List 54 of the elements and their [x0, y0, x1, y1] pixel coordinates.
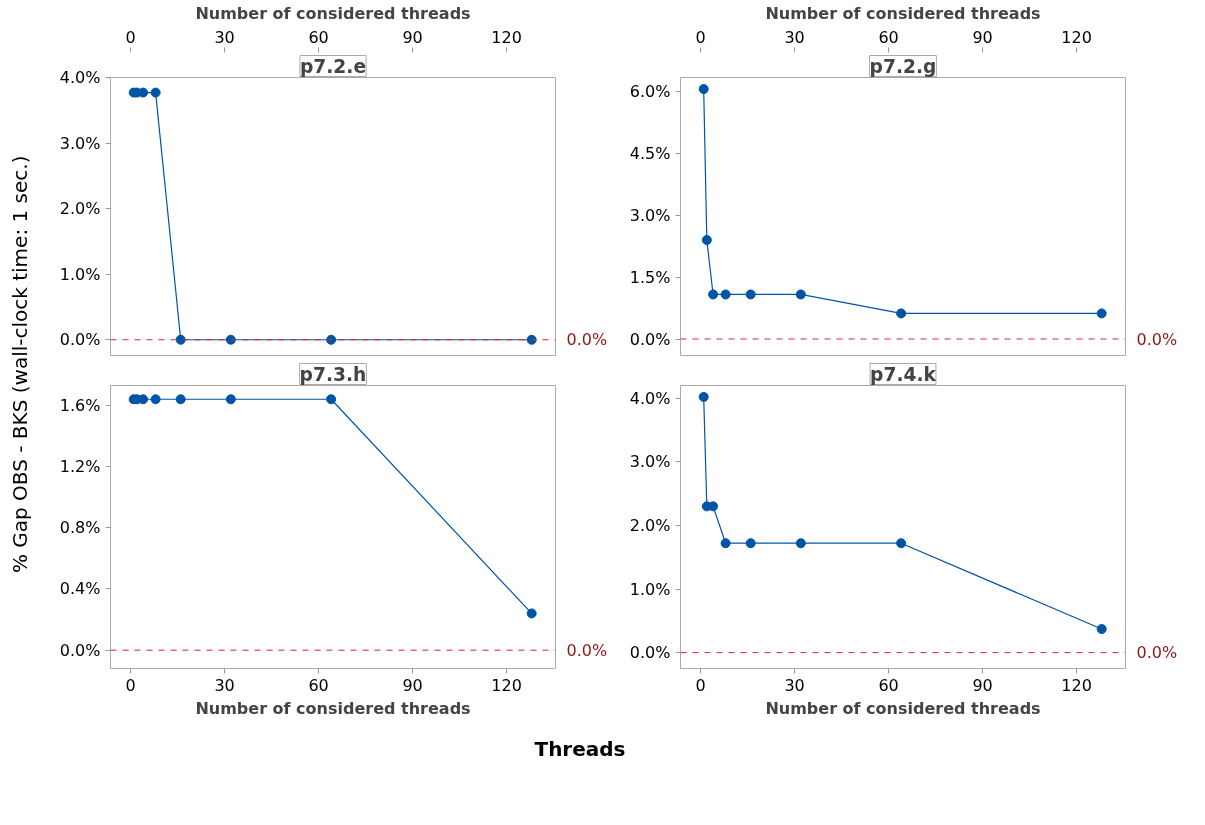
x-tick-label: 90: [972, 27, 993, 47]
x-axis-title: Number of considered threads: [765, 698, 1041, 718]
y-tick-label: 3.0%: [629, 205, 671, 225]
y-tick-label: 0.0%: [629, 329, 671, 349]
x-tick-label: 30: [214, 675, 235, 695]
ref-line-label: 0.0%: [566, 640, 608, 660]
y-tick-label: 6.0%: [629, 82, 671, 102]
ref-line-label: 0.0%: [1136, 643, 1178, 663]
x-tick-label: 0: [125, 675, 136, 695]
x-tick-label: 120: [491, 675, 522, 695]
y-tick-label: 4.5%: [629, 143, 671, 163]
y-tick-label: 1.0%: [59, 264, 101, 284]
y-tick-label: 1.5%: [629, 267, 671, 287]
x-tick-label: 120: [491, 27, 522, 47]
y-tick-label: 0.0%: [59, 330, 101, 350]
y-tick-label: 0.8%: [59, 518, 101, 538]
x-axis-title: Number of considered threads: [195, 698, 471, 718]
y-tick-label: 1.2%: [59, 457, 101, 477]
x-tick-label: 0: [695, 675, 706, 695]
x-axis-title: Number of considered threads: [765, 3, 1041, 23]
y-tick-label: 3.0%: [629, 452, 671, 472]
x-tick-label: 60: [308, 675, 329, 695]
y-tick-label: 2.0%: [59, 199, 101, 219]
y-tick-label: 4.0%: [629, 388, 671, 408]
text: Threads: [533, 736, 627, 763]
x-tick-label: 30: [214, 27, 235, 47]
chart-title: p7.2.g: [869, 55, 937, 77]
x-tick-label: 90: [402, 675, 423, 695]
x-tick-label: 60: [308, 27, 329, 47]
y-tick-label: 4.0%: [59, 68, 101, 87]
x-tick-label: 120: [1061, 675, 1092, 695]
y-tick-label: 0.0%: [59, 640, 101, 660]
y-tick-label: 3.0%: [59, 133, 101, 153]
x-tick-label: 90: [402, 27, 423, 47]
y-tick-label: 0.4%: [59, 579, 101, 599]
chart-title: p7.2.e: [299, 55, 367, 77]
y-tick-label: 2.0%: [629, 515, 671, 535]
chart-title: p7.3.h: [299, 363, 367, 385]
x-tick-label: 0: [125, 27, 136, 47]
y-tick-label: 1.6%: [59, 395, 101, 415]
x-tick-label: 30: [784, 675, 805, 695]
x-tick-label: 30: [784, 27, 805, 47]
chart-title: p7.4.k: [870, 363, 937, 385]
x-tick-label: 60: [878, 27, 899, 47]
x-tick-label: 120: [1061, 27, 1092, 47]
ref-line-label: 0.0%: [1136, 329, 1178, 349]
ref-line-label: 0.0%: [566, 330, 608, 350]
x-axis-title: Number of considered threads: [195, 3, 471, 23]
y-tick-label: 0.0%: [629, 643, 671, 663]
x-tick-label: 0: [695, 27, 706, 47]
x-tick-label: 60: [878, 675, 899, 695]
x-tick-label: 90: [972, 675, 993, 695]
y-axis-title: % Gap OBS - BKS (wall-clock time: 1 sec.): [6, 154, 33, 576]
y-tick-label: 1.0%: [629, 579, 671, 599]
